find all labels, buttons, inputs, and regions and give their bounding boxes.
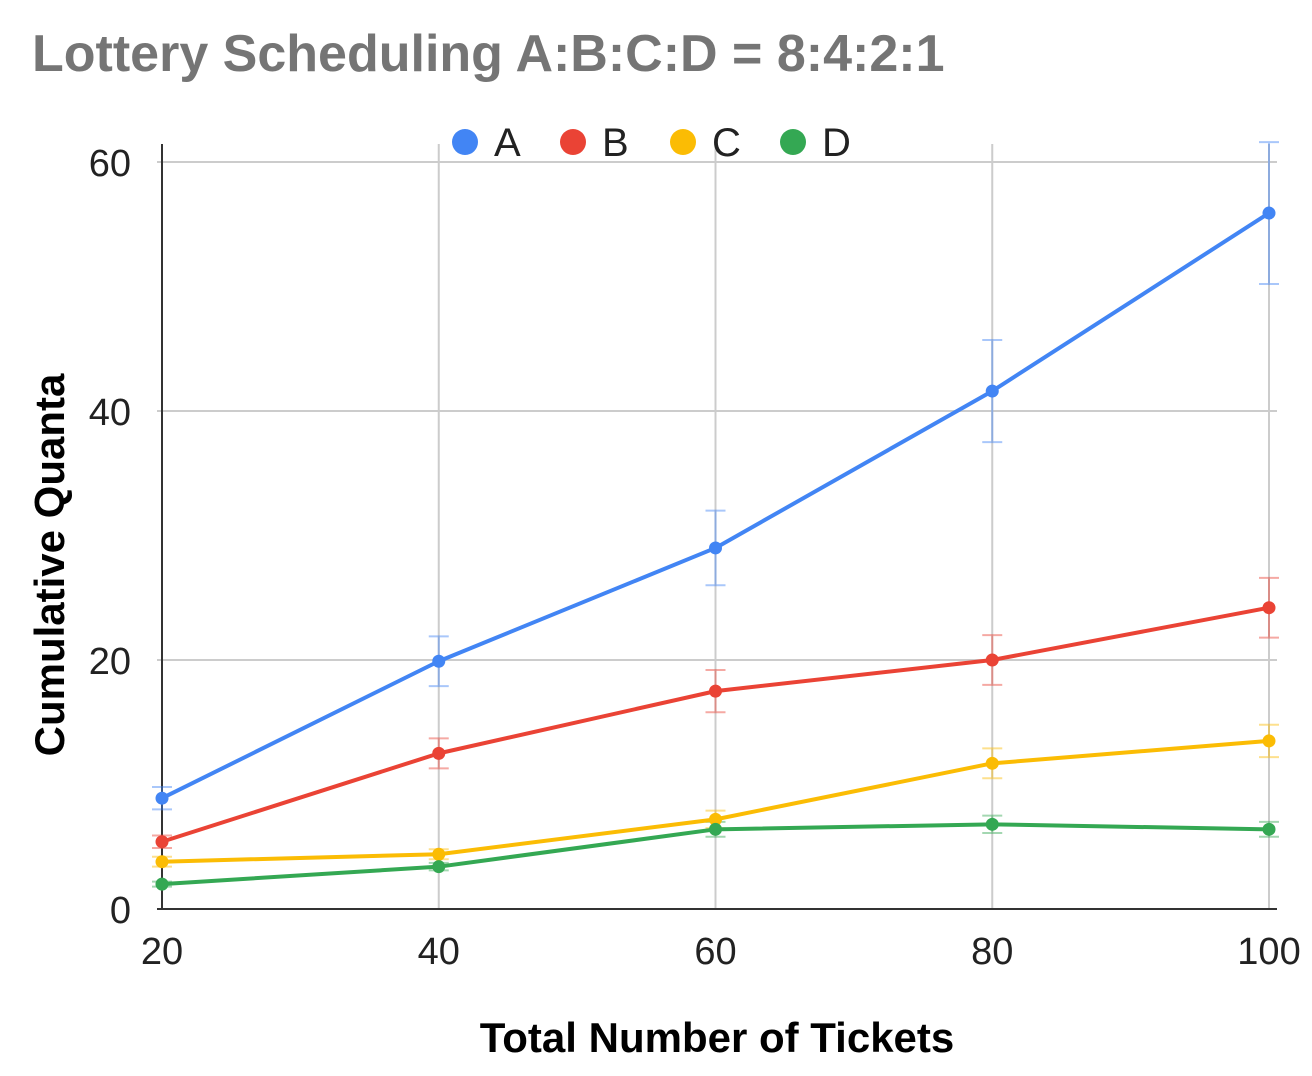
data-point-A [432, 654, 446, 668]
series-points [155, 206, 1276, 891]
legend-marker [780, 129, 806, 155]
y-axis-label: Cumulative Quanta [26, 373, 73, 756]
data-point-C [432, 847, 446, 861]
data-point-B [985, 653, 999, 667]
data-point-C [985, 756, 999, 770]
y-tick-label: 60 [89, 143, 131, 185]
axes [157, 144, 1277, 910]
legend-label: C [712, 121, 741, 165]
legend-label: D [822, 121, 851, 165]
chart-title: Lottery Scheduling A:B:C:D = 8:4:2:1 [32, 25, 945, 83]
data-point-C [155, 855, 169, 869]
grid-lines [157, 144, 1277, 909]
data-point-D [432, 860, 446, 874]
x-axis-label: Total Number of Tickets [480, 1014, 955, 1061]
legend-marker [452, 129, 478, 155]
legend-marker [670, 129, 696, 155]
data-point-A [985, 384, 999, 398]
y-tick-label: 0 [110, 890, 131, 932]
data-point-A [1262, 206, 1276, 220]
x-tick-label: 80 [971, 931, 1013, 973]
x-tick-label: 60 [694, 931, 736, 973]
data-point-D [1262, 822, 1276, 836]
data-point-D [709, 822, 722, 836]
y-tick-label: 40 [89, 392, 131, 434]
data-point-A [155, 791, 169, 805]
legend-label: B [602, 121, 629, 165]
legend-item-A: A [452, 121, 521, 165]
data-point-B [155, 835, 169, 849]
legend-marker [560, 129, 586, 155]
data-point-A [709, 541, 722, 555]
x-tick-label: 40 [418, 931, 460, 973]
data-point-B [709, 684, 722, 698]
legend: A B C D [452, 121, 851, 165]
y-tick-label: 20 [89, 641, 131, 683]
legend-label: A [494, 121, 521, 165]
legend-item-D: D [780, 121, 851, 165]
legend-item-B: B [560, 121, 629, 165]
x-tick-label: 20 [141, 931, 183, 973]
data-point-C [709, 812, 722, 826]
data-point-C [1262, 734, 1276, 748]
x-tick-label: 100 [1237, 931, 1300, 973]
data-point-B [1262, 601, 1276, 615]
data-point-D [155, 877, 169, 891]
data-point-B [432, 746, 446, 760]
data-point-D [985, 817, 999, 831]
legend-item-C: C [670, 121, 741, 165]
